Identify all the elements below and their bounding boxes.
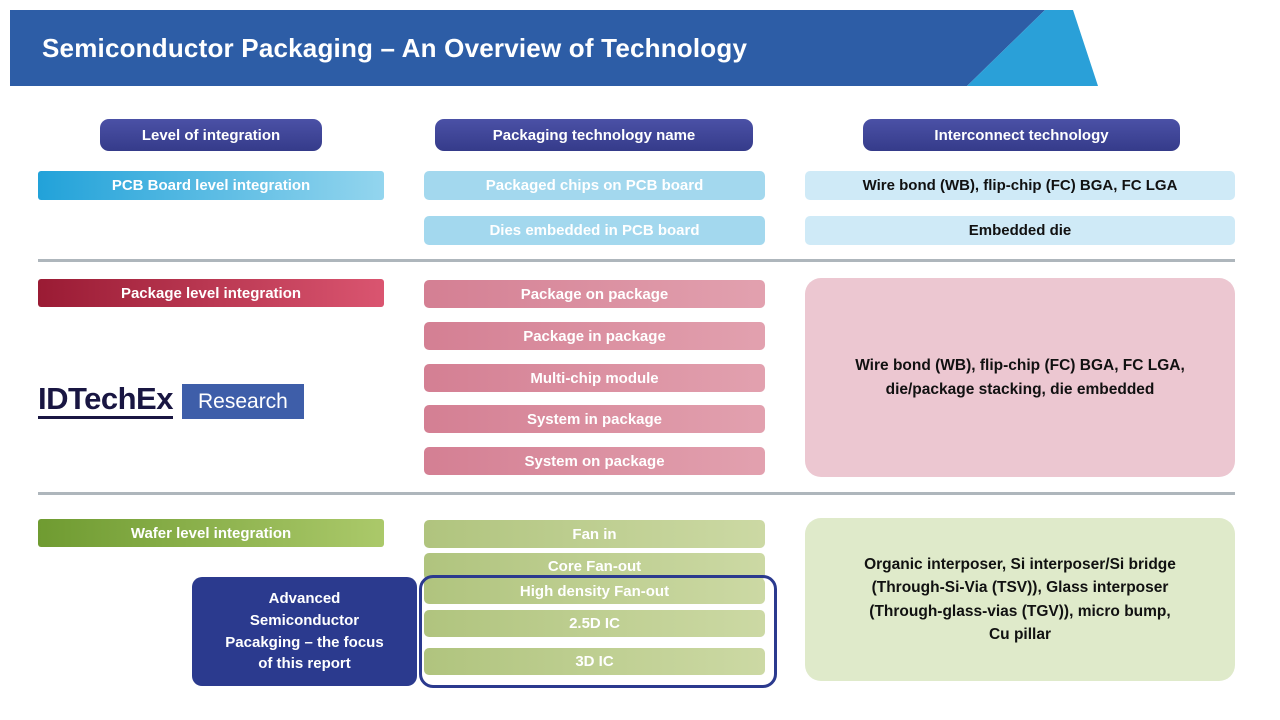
column-header-packaging: Packaging technology name	[435, 119, 753, 151]
banner-shape	[10, 10, 1045, 86]
packaging-bar-core-fan-out: Core Fan-out	[424, 553, 765, 580]
packaging-bar-package-on-package: Package on package	[424, 280, 765, 308]
level-bar-wafer: Wafer level integration	[38, 519, 384, 547]
packaging-bar-packaged-chips-on-pcb: Packaged chips on PCB board	[424, 171, 765, 200]
slide-title: Semiconductor Packaging – An Overview of…	[42, 32, 748, 63]
interconnect-bar-wb-fc-bga-lga: Wire bond (WB), flip-chip (FC) BGA, FC L…	[805, 171, 1235, 200]
packaging-bar-high-density-fan-out: High density Fan-out	[424, 578, 765, 604]
packaging-bar-25d-ic: 2.5D IC	[424, 610, 765, 637]
section-divider-1	[38, 259, 1235, 262]
packaging-bar-3d-ic: 3D IC	[424, 648, 765, 675]
section-divider-2	[38, 492, 1235, 495]
column-header-interconnect: Interconnect technology	[863, 119, 1180, 151]
packaging-bar-multi-chip-module: Multi-chip module	[424, 364, 765, 392]
idtechex-logo: IDTechEx Research	[38, 383, 304, 419]
interconnect-bar-embedded-die: Embedded die	[805, 216, 1235, 245]
packaging-bar-fan-in: Fan in	[424, 520, 765, 548]
interconnect-panel-wafer-level: Organic interposer, Si interposer/Si bri…	[805, 518, 1235, 681]
column-header-level: Level of integration	[100, 119, 322, 151]
interconnect-panel-package-level: Wire bond (WB), flip-chip (FC) BGA, FC L…	[805, 278, 1235, 477]
level-bar-pcb: PCB Board level integration	[38, 171, 384, 200]
packaging-bar-system-on-package: System on package	[424, 447, 765, 475]
packaging-bar-system-in-package: System in package	[424, 405, 765, 433]
packaging-bar-package-in-package: Package in package	[424, 322, 765, 350]
idtechex-logo-text: IDTechEx	[38, 383, 173, 419]
header-banner: Semiconductor Packaging – An Overview of…	[10, 10, 1272, 86]
level-bar-package: Package level integration	[38, 279, 384, 307]
idtechex-research-badge: Research	[181, 383, 304, 419]
advanced-packaging-callout: Advanced Semiconductor Pacakging – the f…	[192, 577, 417, 686]
packaging-bar-dies-embedded: Dies embedded in PCB board	[424, 216, 765, 245]
